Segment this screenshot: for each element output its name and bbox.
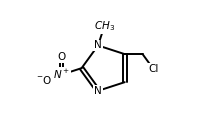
Text: $CH_3$: $CH_3$ [94,19,115,33]
Text: N: N [94,41,102,51]
Text: Cl: Cl [148,64,158,74]
Text: $N^+$: $N^+$ [53,68,70,81]
Text: O: O [57,52,65,62]
Text: $^{-}$O: $^{-}$O [36,74,52,86]
Text: N: N [94,86,102,96]
